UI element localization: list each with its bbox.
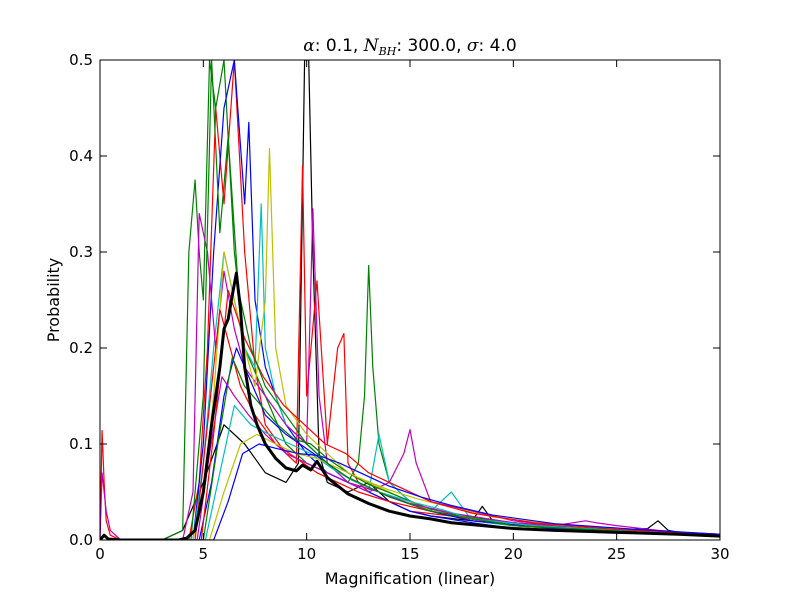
title-sigma-symbol: σ	[467, 36, 479, 56]
y-tick-label: 0.0	[69, 531, 93, 549]
series-line-16	[162, 60, 720, 540]
series-layer	[100, 60, 720, 540]
y-tick-label: 0.5	[69, 51, 93, 69]
y-tick-label: 0.3	[69, 243, 93, 261]
series-line-mean	[100, 271, 720, 540]
y-tick-label: 0.2	[69, 339, 93, 357]
series-line-15	[162, 443, 720, 540]
y-tick-label: 0.4	[69, 147, 93, 165]
x-tick-label: 10	[297, 545, 316, 563]
x-tick-label: 5	[199, 545, 209, 563]
y-axis-label: Probability	[44, 258, 63, 343]
title-nbh-value: : 300.0,	[396, 36, 467, 56]
series-line-12	[162, 405, 720, 540]
series-line-11	[162, 376, 720, 540]
series-line-6	[100, 208, 720, 540]
title-nbh-subscript: BH	[378, 45, 397, 58]
x-tick-label: 15	[400, 545, 419, 563]
x-tick-label: 30	[710, 545, 729, 563]
x-axis-label: Magnification (linear)	[325, 569, 496, 588]
title-alpha-symbol: α	[303, 36, 315, 56]
x-tick-label: 0	[95, 545, 105, 563]
x-tick-label: 20	[504, 545, 523, 563]
axis-ticks: 0 5 10 15 20 25 30 0.0 0.1 0.2 0.3 0.4 0.5	[69, 51, 729, 563]
series-line-9	[162, 347, 720, 540]
series-line-7	[162, 147, 720, 540]
title-sigma-value: : 4.0	[479, 36, 517, 56]
title-alpha-value: : 0.1,	[315, 36, 364, 56]
y-tick-label: 0.1	[69, 435, 93, 453]
chart-title: α: 0.1, NBH: 300.0, σ: 4.0	[303, 36, 516, 58]
x-tick-label: 25	[607, 545, 626, 563]
title-nbh-symbol: N	[363, 36, 380, 56]
